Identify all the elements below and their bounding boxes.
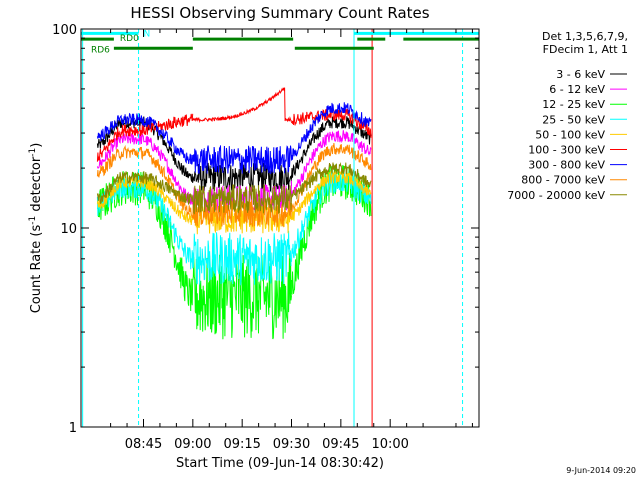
series-trace-4-2 [291,170,372,221]
legend: Det 1,3,5,6,7,9, FDecim 1, Att 1 3 - 6 k… [507,30,628,202]
y-axis-label-mid: detector [29,156,44,216]
plot-frame [80,28,480,428]
legend-label-3: 25 - 50 keV [542,113,605,126]
series-trace-5-2 [291,108,372,138]
y-tick-label-0: 1 [69,421,77,436]
series-trace-5-1 [192,87,292,124]
series-trace-0-1 [192,162,292,193]
legend-label-4: 50 - 100 keV [535,128,605,141]
series-trace-8-0 [96,171,194,205]
legend-header-detectors: Det 1,3,5,6,7,9, [542,30,628,43]
legend-label-6: 300 - 800 keV [528,159,605,172]
legend-label-7: 800 - 7000 keV [521,174,605,187]
x-tick-label-3: 09:30 [273,437,310,452]
flag-label-RD6: RD6 [91,45,110,55]
x-tick-label-4: 09:45 [322,437,359,452]
series-trace-4-0 [96,176,194,226]
x-tick-label-1: 09:00 [174,437,211,452]
series-trace-5-0 [96,113,194,162]
x-tick-label-5: 10:00 [371,437,408,452]
legend-label-1: 6 - 12 keV [549,83,605,96]
y-tick-label-2: 100 [52,23,77,38]
legend-label-5: 100 - 300 keV [528,144,605,157]
series-trace-1-2 [291,130,372,199]
y-axis-label-sup1: -1 [28,216,38,225]
series-trace-7-0 [96,144,194,219]
series-5 [96,87,372,162]
x-tick-label-0: 08:45 [125,437,162,452]
legend-label-2: 12 - 25 keV [542,98,605,111]
legend-label-8: 7000 - 20000 keV [507,189,605,202]
series-8 [96,162,372,215]
series-trace-3-1 [192,230,292,286]
series-trace-8-1 [192,184,292,215]
y-tick-label-1: 10 [60,222,77,237]
series-trace-0-2 [291,116,372,180]
y-axis-label-end: ) [29,143,44,148]
y-axis-label-sup2: -1 [28,148,38,157]
series-trace-6-0 [96,112,194,165]
series-trace-2-1 [192,250,292,340]
series-6 [96,102,372,175]
flag-label-RD0: RD0 [120,34,139,44]
series-trace-6-2 [291,102,372,161]
footer-timestamp: 9-Jun-2014 09:20 [566,466,636,475]
series-trace-8-2 [291,162,372,200]
plot-data-layer: N RD0 RD6 [81,29,479,427]
flag-label-N: N [144,29,151,39]
series-trace-6-1 [192,145,292,175]
y-axis-label: Count Rate (s-1 detector-1) [28,143,44,314]
x-axis-label: Start Time (09-Jun-14 08:30:42) [176,456,384,471]
chart-title: HESSI Observing Summary Count Rates [130,4,429,22]
y-axis-label-main: Count Rate (s [29,225,44,314]
legend-header-decimation: FDecim 1, Att 1 [543,43,628,56]
axes-layer: 1 10 100 08:45 09:00 09:15 09:30 09:45 10:00 [52,23,479,452]
x-tick-label-2: 09:15 [223,437,260,452]
legend-label-0: 3 - 6 keV [556,68,605,81]
series-trace-1-0 [96,132,194,205]
